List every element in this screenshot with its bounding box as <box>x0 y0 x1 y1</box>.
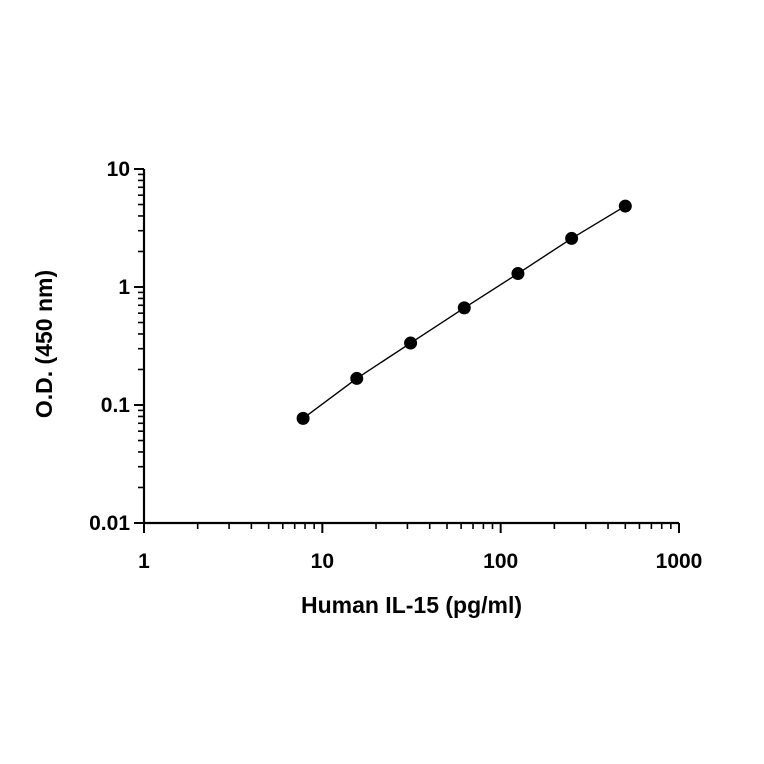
y-tick-label-10: 10 <box>107 158 130 181</box>
data-point <box>404 336 418 350</box>
x-ticks <box>143 523 680 533</box>
y-tick-label-0.01: 0.01 <box>89 512 130 535</box>
x-tick-labels: 1 10 100 1000 <box>138 550 702 573</box>
data-point <box>350 371 364 385</box>
y-ticks <box>134 168 144 524</box>
data-point <box>457 301 471 315</box>
x-tick-label-100: 100 <box>483 550 518 573</box>
y-tick-label-1: 1 <box>118 276 130 299</box>
y-axis-title: O.D. (450 nm) <box>31 270 57 418</box>
x-tick-label-1: 1 <box>138 550 150 573</box>
data-point <box>511 267 525 281</box>
x-tick-label-10: 10 <box>311 550 334 573</box>
x-tick-label-1000: 1000 <box>656 550 703 573</box>
x-axis-title: Human IL-15 (pg/ml) <box>301 592 522 618</box>
data-point <box>565 231 579 245</box>
y-tick-label-0.1: 0.1 <box>101 394 131 417</box>
data-points <box>296 199 632 425</box>
data-point <box>618 199 632 213</box>
y-tick-labels: 0.01 0.1 1 10 <box>89 158 130 535</box>
axes <box>142 169 679 525</box>
data-point <box>296 411 310 425</box>
